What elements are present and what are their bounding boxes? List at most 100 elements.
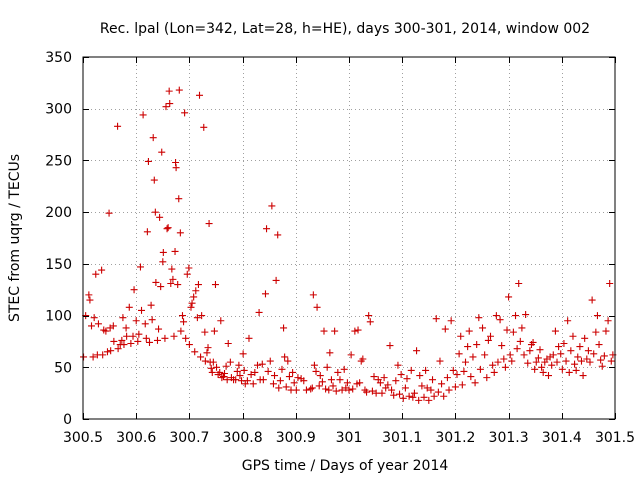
data-point (476, 365, 484, 373)
data-point (368, 387, 376, 395)
data-point (142, 334, 150, 342)
data-point (366, 318, 374, 326)
data-point (564, 317, 572, 325)
data-point (429, 376, 437, 384)
data-point (484, 336, 492, 344)
data-point (191, 348, 199, 356)
data-points (80, 86, 617, 404)
data-point (125, 303, 133, 311)
data-point (300, 377, 308, 385)
data-point (410, 389, 418, 397)
data-point (158, 148, 166, 156)
data-point (302, 386, 310, 394)
data-point (516, 337, 524, 345)
data-point (178, 312, 186, 320)
data-point (264, 367, 272, 375)
data-point (235, 361, 243, 369)
data-point (171, 247, 179, 255)
x-tick-labels: 300.5 300.6 300.7 300.8 300.9 301 301.1 301.2 30… (63, 430, 635, 446)
data-point (163, 225, 171, 233)
data-point (198, 312, 206, 320)
data-point (188, 299, 196, 307)
data-point (182, 334, 190, 342)
data-point (586, 358, 594, 366)
data-point (555, 343, 563, 351)
data-point (294, 374, 302, 382)
data-point (574, 353, 582, 361)
data-point (420, 393, 428, 401)
x-tick-label: 301 (336, 430, 363, 446)
data-point (181, 109, 189, 117)
data-point (239, 350, 247, 358)
data-point (343, 379, 351, 387)
data-point (606, 280, 614, 288)
data-point (401, 384, 409, 392)
data-point (436, 357, 444, 365)
data-point (313, 303, 321, 311)
data-point (308, 384, 316, 392)
data-point (132, 317, 140, 325)
data-point (85, 291, 93, 299)
data-point (201, 328, 209, 336)
data-point (150, 176, 158, 184)
data-point (384, 381, 392, 389)
data-point (119, 314, 127, 322)
data-point (397, 371, 405, 379)
y-tick-label: 350 (45, 50, 72, 66)
data-point (238, 377, 246, 385)
data-point (524, 359, 532, 367)
data-point (565, 368, 573, 376)
data-point (253, 361, 261, 369)
data-point (159, 258, 167, 266)
data-point (479, 324, 487, 332)
data-point (451, 383, 459, 391)
data-point (458, 381, 466, 389)
data-point (190, 293, 198, 301)
data-point (526, 347, 534, 355)
data-point (249, 380, 257, 388)
data-point (155, 325, 163, 333)
data-point (170, 332, 178, 340)
data-point (315, 382, 323, 390)
data-point (207, 364, 215, 372)
data-point (418, 382, 426, 390)
data-point (208, 368, 216, 376)
data-point (122, 324, 130, 332)
data-point (331, 327, 339, 335)
y-tick-labels: 0 50 100 150 200 250 300 350 (45, 50, 72, 428)
y-axis-label: STEC from uqrg / TECUs (7, 154, 23, 322)
data-point (380, 374, 388, 382)
data-point (200, 123, 208, 131)
data-point (567, 347, 575, 355)
data-point (275, 384, 283, 392)
data-point (194, 281, 202, 289)
data-point (309, 291, 317, 299)
data-point (505, 293, 513, 301)
data-point (167, 280, 175, 288)
data-point (175, 86, 183, 94)
data-point (513, 345, 521, 353)
data-point (506, 351, 514, 359)
data-point (276, 377, 284, 385)
data-point (438, 380, 446, 388)
data-point (372, 389, 380, 397)
data-point (460, 367, 468, 375)
data-point (600, 352, 608, 360)
data-point (449, 366, 457, 374)
data-point (172, 164, 180, 172)
data-point (127, 339, 135, 347)
data-point (365, 312, 373, 320)
data-point (268, 202, 276, 210)
data-point (164, 224, 172, 232)
data-point (107, 347, 115, 355)
data-point (430, 392, 438, 400)
data-point (266, 357, 274, 365)
data-point (232, 376, 240, 384)
data-point (475, 314, 483, 322)
data-point (386, 342, 394, 350)
chart-title: Rec. lpal (Lon=342, Lat=28, h=HE), days … (100, 21, 590, 37)
data-point (109, 322, 117, 330)
x-tick-label: 301.2 (435, 430, 475, 446)
data-point (370, 373, 378, 381)
data-point (571, 360, 579, 368)
